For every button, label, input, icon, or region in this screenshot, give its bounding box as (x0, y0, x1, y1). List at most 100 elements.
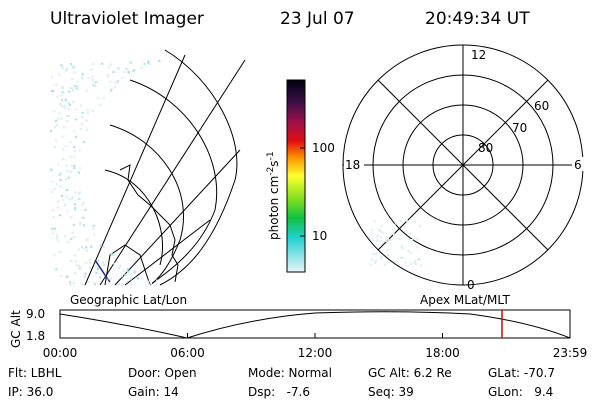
emission-pixel (93, 83, 96, 86)
emission-pixel (79, 167, 82, 170)
emission-pixel (59, 185, 62, 188)
x-tick-label: 23:59 (553, 346, 588, 360)
emission-pixel (92, 224, 95, 227)
emission-pixel (69, 281, 72, 284)
emission-pixel (82, 201, 85, 204)
emission-pixel (399, 220, 402, 223)
emission-pixel (92, 110, 94, 113)
emission-pixel (66, 275, 69, 278)
emission-pixel (386, 238, 389, 241)
emission-pixel (52, 216, 55, 219)
emission-pixel (140, 66, 143, 69)
emission-pixel (55, 119, 57, 122)
emission-pixel (62, 199, 65, 201)
emission-pixel (74, 85, 77, 88)
emission-pixel (54, 139, 57, 142)
emission-pixel (116, 66, 119, 69)
emission-pixel (57, 163, 60, 166)
emission-pixel (407, 250, 410, 252)
emission-pixel (394, 261, 397, 264)
emission-pixel (66, 189, 69, 192)
emission-pixel (60, 275, 63, 278)
emission-pixel (92, 233, 95, 236)
emission-pixel (130, 278, 132, 281)
emission-pixel (103, 97, 106, 100)
emission-pixel (53, 145, 56, 148)
emission-pixel (78, 149, 81, 152)
emission-pixel (66, 195, 68, 198)
emission-pixel (75, 264, 78, 267)
grid-meridian (84, 54, 246, 286)
emission-pixel (147, 280, 150, 283)
emission-pixel (118, 283, 121, 285)
emission-pixel (90, 245, 93, 248)
emission-pixel (56, 183, 59, 186)
grid-arc (109, 124, 184, 286)
emission-pixel (409, 262, 412, 265)
time: 20:49:34 UT (425, 9, 530, 29)
emission-pixel (56, 237, 59, 240)
emission-pixel (99, 244, 102, 247)
emission-pixel (81, 77, 84, 80)
emission-pixel (69, 284, 72, 287)
emission-pixel (389, 239, 392, 242)
emission-pixel (82, 216, 85, 219)
emission-pixel (112, 254, 115, 256)
emission-pixel (61, 87, 64, 89)
emission-pixel (80, 115, 83, 118)
emission-pixel (380, 225, 383, 228)
emission-pixel (86, 111, 89, 114)
emission-pixel (86, 128, 88, 131)
emission-pixel (386, 254, 389, 257)
emission-pixel (64, 204, 67, 206)
emission-pixel (60, 94, 62, 97)
emission-pixel (371, 246, 374, 249)
emission-pixel (71, 197, 74, 200)
x-ticks: 00:00 06:00 12:00 18:00 23:59 (43, 333, 588, 360)
emission-pixel (61, 194, 63, 197)
emission-pixel (126, 68, 129, 71)
emission-pixel (107, 75, 110, 78)
emission-pixel (67, 90, 70, 93)
emission-pixel (373, 220, 376, 223)
emission-pixel (62, 158, 65, 160)
emission-pixel (417, 258, 420, 261)
emission-pixel (74, 207, 77, 210)
emission-pixel (116, 80, 119, 83)
emission-pixel (82, 141, 85, 143)
emission-pixel (114, 86, 116, 89)
emission-pixel (383, 263, 386, 266)
emission-pixel (94, 283, 97, 286)
emission-pixel (58, 73, 60, 76)
emission-pixel (79, 221, 82, 224)
info-field: GLon: 9.4 (488, 385, 553, 399)
emission-pixel (85, 89, 88, 92)
emission-pixel (76, 80, 79, 83)
info-field: Flt: LBHL (8, 366, 62, 380)
emission-pixel (73, 146, 76, 149)
emission-pixel (75, 87, 78, 90)
emission-pixel (70, 63, 73, 66)
colorbar-unit: photon cm-2s-1 (266, 151, 281, 240)
emission-pixel (146, 60, 149, 63)
emission-pixel (95, 272, 98, 274)
emission-pixel (55, 268, 58, 271)
emission-pixel (68, 198, 71, 201)
emission-pixel (74, 209, 77, 211)
emission-pixel (61, 100, 64, 103)
emission-pixel (121, 277, 124, 280)
emission-pixel (73, 156, 76, 159)
emission-pixel (55, 83, 58, 86)
emission-pixel (70, 260, 73, 262)
emission-pixel (158, 60, 161, 62)
emission-pixel (69, 155, 72, 158)
emission-pixel (408, 238, 411, 241)
emission-pixel (60, 172, 63, 175)
emission-pixel (61, 135, 64, 138)
emission-pixel (408, 232, 411, 235)
emission-pixel (128, 61, 131, 64)
emission-pixel (101, 261, 104, 264)
emission-pixel (92, 62, 95, 65)
info-field: Dsp: -7.6 (248, 385, 310, 399)
emission-pixel (66, 170, 69, 173)
